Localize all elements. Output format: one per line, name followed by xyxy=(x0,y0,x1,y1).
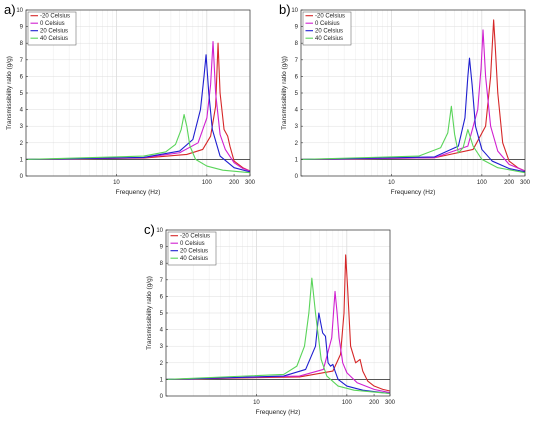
chart-panel-a: a) 0 1 2 3 4 5 6 7 8 9 10 10 100 200 300 Frequency (Hz) T… xyxy=(4,2,256,196)
grid xyxy=(165,229,391,397)
y-tick-label: 5 xyxy=(160,311,164,317)
series-line-1 xyxy=(300,19,526,172)
x-tick-label: 200 xyxy=(504,180,515,186)
y-axis-label: Transmissibility ratio (g/g) xyxy=(281,56,288,130)
y-tick-label: 4 xyxy=(160,328,164,334)
y-tick-label: 3 xyxy=(20,124,24,130)
series-line-3 xyxy=(300,57,526,173)
x-tick-label: 100 xyxy=(202,180,213,186)
y-tick-label: 10 xyxy=(16,8,23,14)
series-line-1 xyxy=(25,42,251,172)
legend-label: -20 Celsius xyxy=(315,14,345,20)
series-line-2 xyxy=(300,29,526,172)
y-tick-label: 8 xyxy=(295,41,299,47)
y-tick-label: 5 xyxy=(295,91,299,97)
x-tick-label: 300 xyxy=(385,400,396,406)
y-axis-label: Transmissibility ratio (g/g) xyxy=(6,56,13,130)
y-axis-label: Transmissibility ratio (g/g) xyxy=(146,276,153,350)
y-tick-label: 2 xyxy=(295,141,299,147)
y-tick-label: 2 xyxy=(20,141,24,147)
legend-label: 40 Celsius xyxy=(315,36,343,42)
y-tick-label: 1 xyxy=(295,157,299,163)
x-tick-label: 200 xyxy=(229,180,240,186)
legend-box xyxy=(27,11,77,46)
legend-label: 0 Celsius xyxy=(40,21,65,27)
legend-label: 20 Celsius xyxy=(315,29,343,35)
chart-panel-c: c) 0 1 2 3 4 5 6 7 8 9 10 10 100 200 300 Frequency (Hz) T… xyxy=(144,222,396,416)
series-line-2 xyxy=(25,40,251,172)
y-tick-label: 0 xyxy=(20,174,24,180)
legend-box xyxy=(167,231,217,266)
legend-label: 20 Celsius xyxy=(180,249,208,255)
y-tick-label: 7 xyxy=(20,58,24,64)
y-tick-label: 9 xyxy=(160,245,164,251)
y-tick-label: 8 xyxy=(20,41,24,47)
legend-box xyxy=(302,11,352,46)
legend-label: 40 Celsius xyxy=(180,256,208,262)
y-tick-label: 2 xyxy=(160,361,164,367)
y-tick-label: 7 xyxy=(295,58,299,64)
y-tick-label: 3 xyxy=(160,344,164,350)
y-tick-label: 6 xyxy=(160,294,164,300)
x-tick-label: 200 xyxy=(369,400,380,406)
x-tick-label: 100 xyxy=(477,180,488,186)
series-line-4 xyxy=(300,105,526,174)
legend-label: -20 Celsius xyxy=(40,14,70,20)
panel-label: c) xyxy=(144,222,155,237)
y-tick-label: 6 xyxy=(295,74,299,80)
legend-label: -20 Celsius xyxy=(180,234,210,240)
x-tick-label: 10 xyxy=(113,180,120,186)
x-axis-label: Frequency (Hz) xyxy=(116,189,161,196)
y-tick-label: 6 xyxy=(20,74,24,80)
x-axis-label: Frequency (Hz) xyxy=(256,409,301,416)
legend-label: 20 Celsius xyxy=(40,29,68,35)
series-line-3 xyxy=(165,312,391,395)
y-tick-label: 10 xyxy=(291,8,298,14)
y-tick-label: 1 xyxy=(20,157,24,163)
panel-label: b) xyxy=(279,2,291,17)
x-tick-label: 300 xyxy=(245,180,256,186)
y-tick-label: 4 xyxy=(20,108,24,114)
x-axis-label: Frequency (Hz) xyxy=(391,189,436,196)
chart-panel-b: b) 0 1 2 3 4 5 6 7 8 9 10 10 100 200 300 Frequency (Hz) T… xyxy=(279,2,531,196)
legend-label: 0 Celsius xyxy=(180,241,205,247)
x-tick-label: 10 xyxy=(388,180,395,186)
y-tick-label: 9 xyxy=(20,25,24,31)
legend-label: 0 Celsius xyxy=(315,21,340,27)
series-line-4 xyxy=(25,114,251,174)
series-line-3 xyxy=(25,54,251,173)
series-line-2 xyxy=(165,290,391,394)
y-tick-label: 3 xyxy=(295,124,299,130)
legend-label: 40 Celsius xyxy=(40,36,68,42)
y-tick-label: 10 xyxy=(156,228,163,234)
x-tick-label: 10 xyxy=(253,400,260,406)
y-tick-label: 9 xyxy=(295,25,299,31)
series-line-4 xyxy=(165,277,391,395)
x-tick-label: 300 xyxy=(520,180,531,186)
panel-label: a) xyxy=(4,2,16,17)
y-tick-label: 5 xyxy=(20,91,24,97)
y-tick-label: 7 xyxy=(160,278,164,284)
y-tick-label: 0 xyxy=(295,174,299,180)
y-tick-label: 0 xyxy=(160,394,164,400)
y-tick-label: 8 xyxy=(160,261,164,267)
series-line-1 xyxy=(165,254,391,392)
y-tick-label: 1 xyxy=(160,377,164,383)
x-tick-label: 100 xyxy=(342,400,353,406)
y-tick-label: 4 xyxy=(295,108,299,114)
